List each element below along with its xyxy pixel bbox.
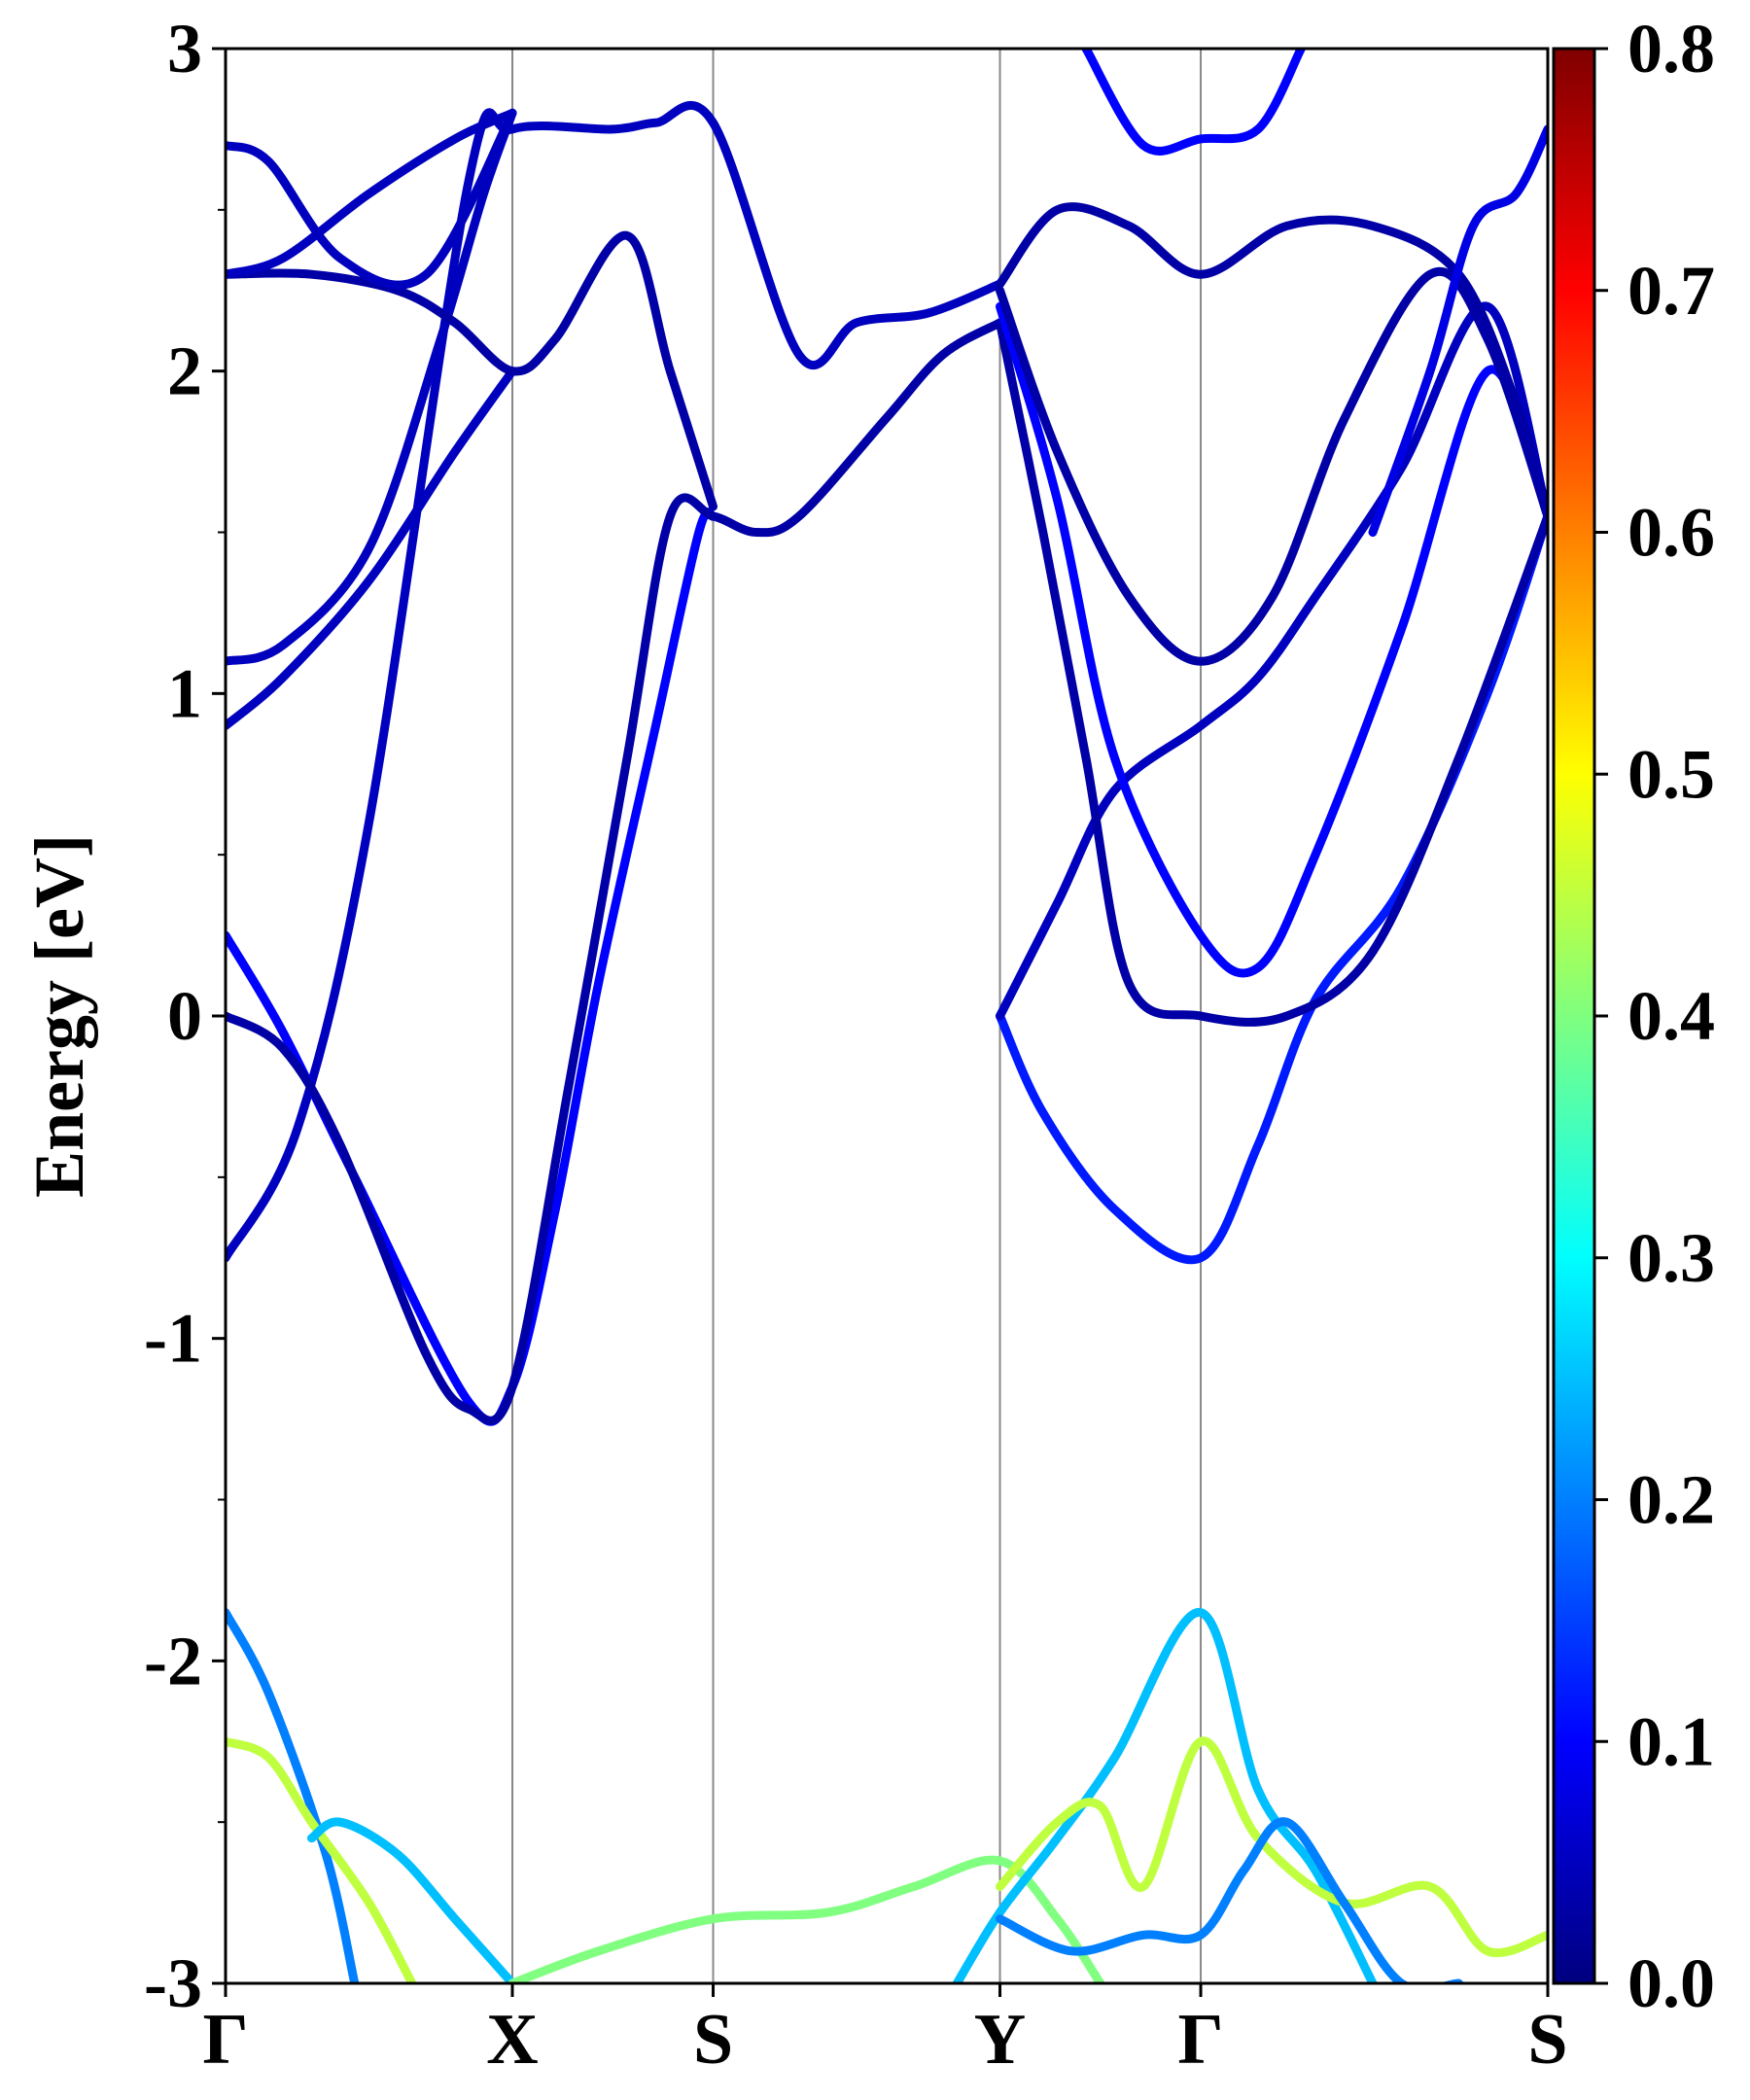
band-c7 (226, 108, 517, 290)
band-c2 (226, 508, 718, 1426)
band-v5 (952, 1608, 1378, 1983)
y-tick-label-1: 2 (167, 332, 202, 410)
band-c6 (226, 230, 718, 511)
y-tick-label-0: 3 (167, 10, 202, 88)
colorbar-tick-label-1: 0.1 (1628, 1702, 1715, 1780)
band-v3 (307, 1817, 517, 1983)
colorbar-tick-label-8: 0.8 (1628, 10, 1715, 88)
colorbar-tick-label-3: 0.3 (1628, 1219, 1715, 1297)
band-c8 (226, 108, 517, 279)
y-tick-label-6: -3 (144, 1944, 202, 2022)
colorbar-tick-label-6: 0.6 (1628, 494, 1715, 572)
x-tick-label-1: X (486, 2000, 538, 2080)
band-c3 (226, 318, 1004, 1425)
x-tick-label-2: S (693, 2000, 733, 2080)
band-c14 (996, 202, 1548, 521)
bands (226, 49, 1548, 1983)
colorbar (1552, 47, 1596, 1985)
x-tick-label-3: Y (974, 2000, 1026, 2080)
band-v2 (226, 1736, 417, 1983)
y-axis-label: Energy [eV] (20, 834, 98, 1198)
y-tick-label-3: 0 (167, 977, 202, 1055)
colorbar-axis: 0.0 0.1 0.2 0.3 0.4 0.5 0.6 0.7 0.8 (1594, 10, 1715, 2022)
colorbar-tick-label-5: 0.5 (1628, 735, 1715, 813)
colorbar-tick-label-2: 0.2 (1628, 1461, 1715, 1539)
y-tick-label-2: 1 (167, 654, 202, 732)
colorbar-tick-label-7: 0.7 (1628, 252, 1715, 330)
band-v6 (996, 1736, 1548, 1958)
x-tick-label-4: Γ (1177, 2000, 1223, 2080)
band-c4 (226, 367, 517, 730)
colorbar-tick-label-4: 0.4 (1628, 977, 1715, 1055)
band-v1 (226, 1608, 360, 1983)
band-v4 (508, 1855, 1105, 1983)
band-c13 (996, 267, 1548, 666)
y-tick-label-5: -2 (144, 1622, 202, 1699)
colorbar-tick-label-0: 0.0 (1628, 1944, 1715, 2022)
band-c11 (996, 318, 1548, 1027)
band-c15 (1368, 124, 1548, 537)
band-c1 (226, 100, 1004, 1263)
band-v7 (996, 1817, 1463, 1983)
x-tick-label-0: Γ (202, 2000, 248, 2080)
band-c10 (996, 301, 1548, 1021)
plot-frame (224, 47, 1550, 1985)
band-c12 (996, 301, 1548, 978)
y-axis: 3 2 1 0 -1 -2 -3 (144, 10, 226, 2022)
band-c16 (1081, 49, 1306, 156)
y-tick-label-4: -1 (144, 1300, 202, 1378)
kpoint-separators (511, 49, 1203, 1983)
band-c5 (226, 108, 517, 666)
x-tick-label-5: S (1527, 2000, 1567, 2080)
